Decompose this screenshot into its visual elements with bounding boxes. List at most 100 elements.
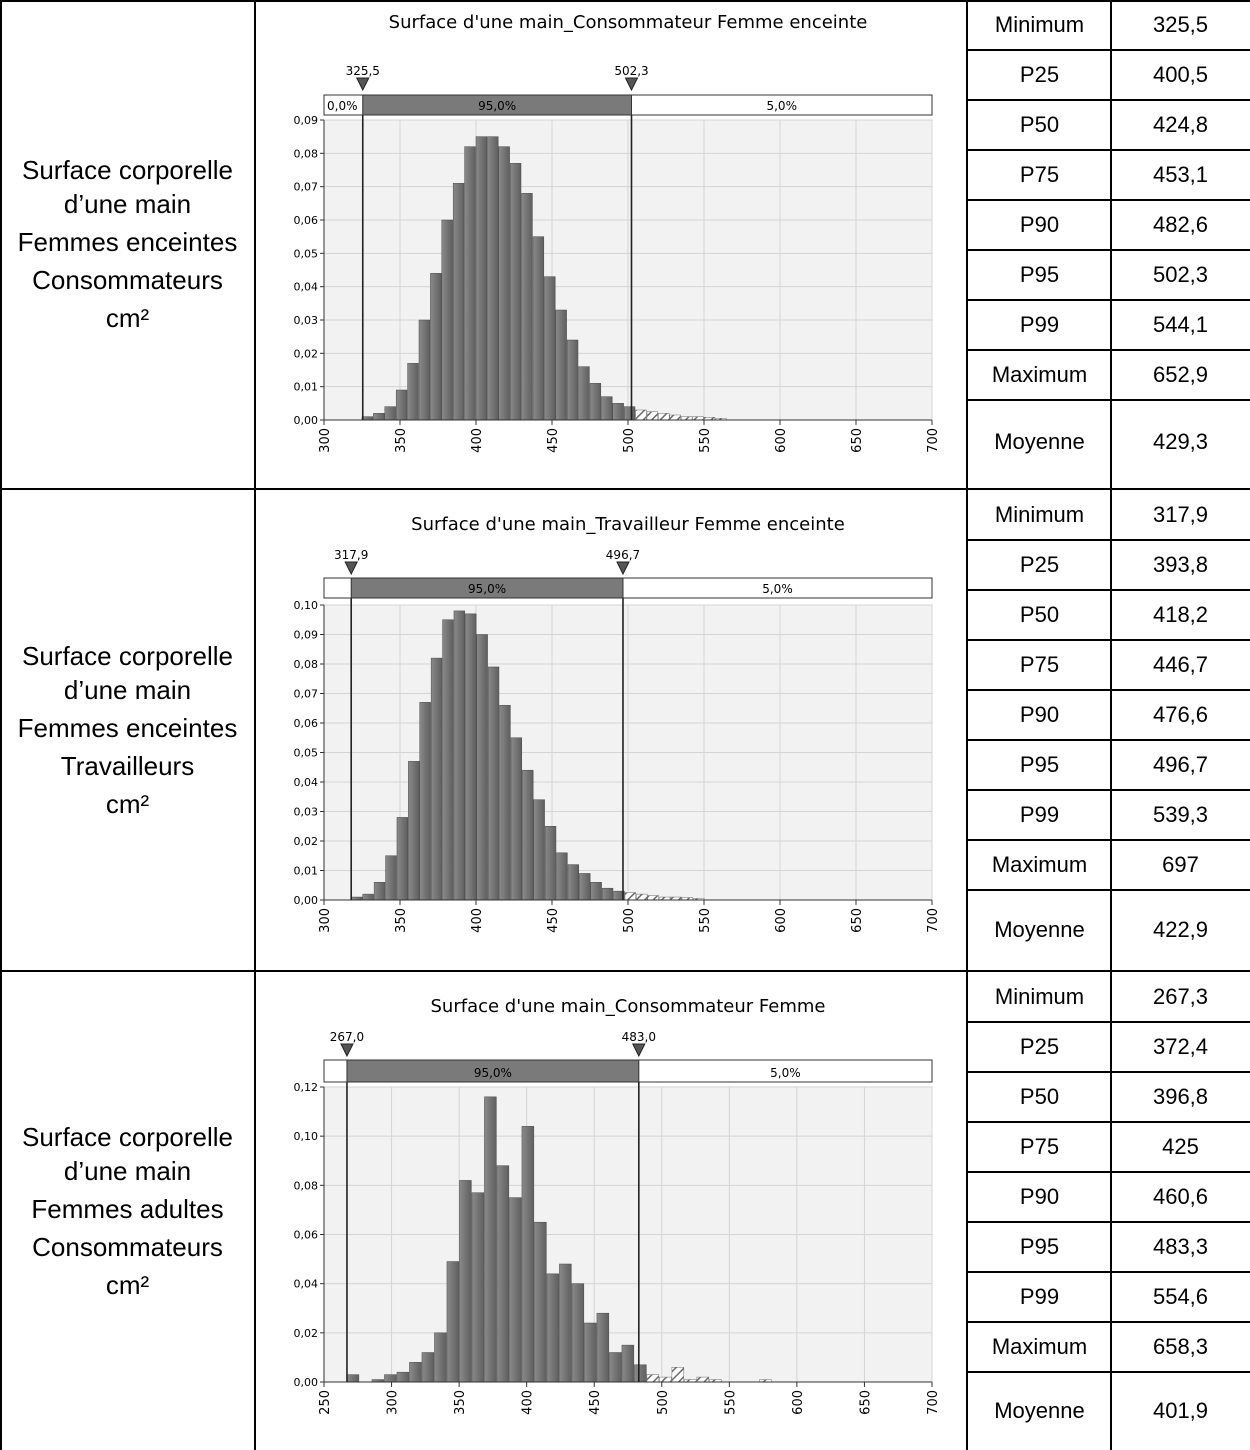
probability-band-middle — [346, 1059, 640, 1083]
cutoff-marker-low — [340, 1043, 354, 1058]
histogram-bar — [635, 409, 647, 421]
histogram-bar — [419, 702, 431, 901]
stat-label: P99 — [1019, 1284, 1060, 1309]
histogram-bar — [487, 136, 499, 421]
histogram-bar — [452, 183, 465, 421]
y-tick-label: 0,03 — [294, 806, 319, 819]
stat-row: P99 554,6 — [968, 1272, 1250, 1322]
chart-title: Surface d'une main_Consommateur Femme — [431, 996, 826, 1017]
stat-label: P25 — [1019, 552, 1060, 577]
histogram-bar — [669, 414, 681, 421]
x-tick-label: 500 — [622, 428, 637, 453]
x-tick-label: 400 — [470, 908, 485, 933]
stat-label: P99 — [1019, 802, 1060, 827]
histogram-bar — [476, 634, 488, 901]
histogram-bar — [434, 1332, 447, 1383]
histogram-bar — [446, 1261, 460, 1383]
histogram-bar — [566, 339, 579, 421]
histogram-bar — [612, 403, 624, 421]
stat-row-divider — [968, 249, 1250, 251]
stat-row: P75 446,7 — [968, 640, 1250, 690]
x-tick-label: 400 — [521, 1390, 536, 1415]
histogram-bar — [509, 163, 522, 421]
histogram-bar — [621, 1344, 635, 1383]
stat-value: 697 — [1162, 852, 1199, 877]
stat-label: P95 — [1019, 1234, 1060, 1259]
stat-row: P25 400,5 — [968, 50, 1250, 100]
probability-band-middle — [362, 94, 632, 116]
histogram-bar — [441, 219, 453, 421]
cutoff-value-low: 267,0 — [330, 1030, 364, 1044]
x-tick-label: 350 — [394, 908, 409, 933]
section-3-chart: Surface d'une main_Consommateur Femme 0,0… — [256, 972, 967, 1450]
stat-row-divider — [968, 399, 1250, 401]
stat-label: Maximum — [991, 1334, 1088, 1359]
stat-value: 429,3 — [1152, 429, 1209, 454]
stat-label: P25 — [1019, 62, 1060, 87]
stat-row: P25 393,8 — [968, 540, 1250, 590]
histogram-bar — [430, 657, 443, 901]
stat-value: 652,9 — [1152, 362, 1209, 387]
stat-value: 393,8 — [1152, 552, 1209, 577]
section-1-stats: Minimum 325,5 P25 400,5 P50 424,8 P75 453,1 P90 4… — [968, 0, 1250, 488]
histogram-bar — [659, 1376, 672, 1383]
stat-row: P90 476,6 — [968, 690, 1250, 740]
histogram-bar — [579, 873, 591, 901]
y-tick-label: 0,00 — [294, 414, 319, 427]
y-tick-label: 0,04 — [294, 776, 319, 789]
stat-row-divider — [968, 739, 1250, 741]
x-tick-label: 700 — [926, 1390, 941, 1415]
y-tick-label: 0,04 — [294, 281, 319, 294]
stat-row-divider — [968, 149, 1250, 151]
y-tick-label: 0,06 — [294, 214, 319, 227]
stat-value: 539,3 — [1152, 802, 1209, 827]
stat-value: 317,9 — [1152, 502, 1209, 527]
stat-label: P95 — [1019, 752, 1060, 777]
stat-value: 496,7 — [1152, 752, 1209, 777]
stat-row: P25 372,4 — [968, 1022, 1250, 1072]
label-line-unit: cm² — [105, 1270, 150, 1300]
x-tick-label: 350 — [394, 428, 409, 453]
y-tick-label: 0,04 — [294, 1278, 319, 1291]
cutoff-value-high: 502,3 — [614, 64, 648, 78]
stat-row-divider — [968, 589, 1250, 591]
cutoff-marker-low — [344, 561, 359, 576]
stat-label: P50 — [1019, 1084, 1060, 1109]
x-tick-label: 450 — [546, 908, 561, 933]
section-1-chart: Surface d'une main_Consommateur Femme en… — [256, 0, 967, 488]
histogram-bar — [546, 1273, 560, 1383]
stat-value: 401,9 — [1152, 1398, 1209, 1423]
histogram-bar — [346, 1374, 360, 1383]
histogram-chart-3: Surface d'une main_Consommateur Femme 0,0… — [294, 996, 942, 1415]
y-tick-label: 0,09 — [294, 629, 319, 642]
table-divider-col-2 — [966, 0, 968, 1450]
stat-row-divider — [968, 1271, 1250, 1273]
stat-row-divider — [968, 349, 1250, 351]
stat-label: P99 — [1019, 312, 1060, 337]
histogram-bar — [362, 893, 374, 901]
x-tick-label: 550 — [698, 908, 713, 933]
histogram-bar — [590, 882, 602, 901]
label-line-population: Femmes adultes — [31, 1194, 224, 1224]
histogram-bar — [601, 887, 614, 901]
stat-row: Moyenne 422,9 — [968, 890, 1250, 970]
band-label-middle: 95,0% — [478, 99, 516, 113]
band-label-middle: 95,0% — [468, 582, 506, 596]
chart-title: Surface d'une main_Travailleur Femme enc… — [411, 514, 845, 535]
histogram-chart-1: Surface d'une main_Consommateur Femme en… — [294, 12, 942, 453]
stat-value: 424,8 — [1152, 112, 1209, 137]
y-tick-label: 0,08 — [294, 1179, 319, 1192]
stat-row: P50 418,2 — [968, 590, 1250, 640]
stat-value: 544,1 — [1152, 312, 1209, 337]
stat-row-divider — [968, 1321, 1250, 1323]
stat-row-divider — [968, 1021, 1250, 1023]
table-divider-col-3 — [1110, 0, 1112, 1450]
label-line-measure: Surface corporelle d’une main — [22, 1122, 233, 1186]
table-divider-row-2 — [0, 970, 1250, 972]
histogram-bar — [624, 892, 637, 901]
cutoff-value-high: 483,0 — [622, 1030, 656, 1044]
y-tick-label: 0,10 — [294, 1130, 319, 1143]
band-label-left: 0,0% — [327, 99, 358, 113]
label-line-population: Femmes enceintes — [17, 227, 238, 257]
table-divider-row-1 — [0, 488, 1250, 490]
